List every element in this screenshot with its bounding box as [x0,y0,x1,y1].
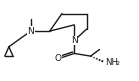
Text: N: N [71,36,78,45]
Text: N: N [27,27,34,36]
Text: O: O [54,54,61,63]
Text: 2: 2 [116,61,120,66]
Text: NH: NH [106,58,119,67]
